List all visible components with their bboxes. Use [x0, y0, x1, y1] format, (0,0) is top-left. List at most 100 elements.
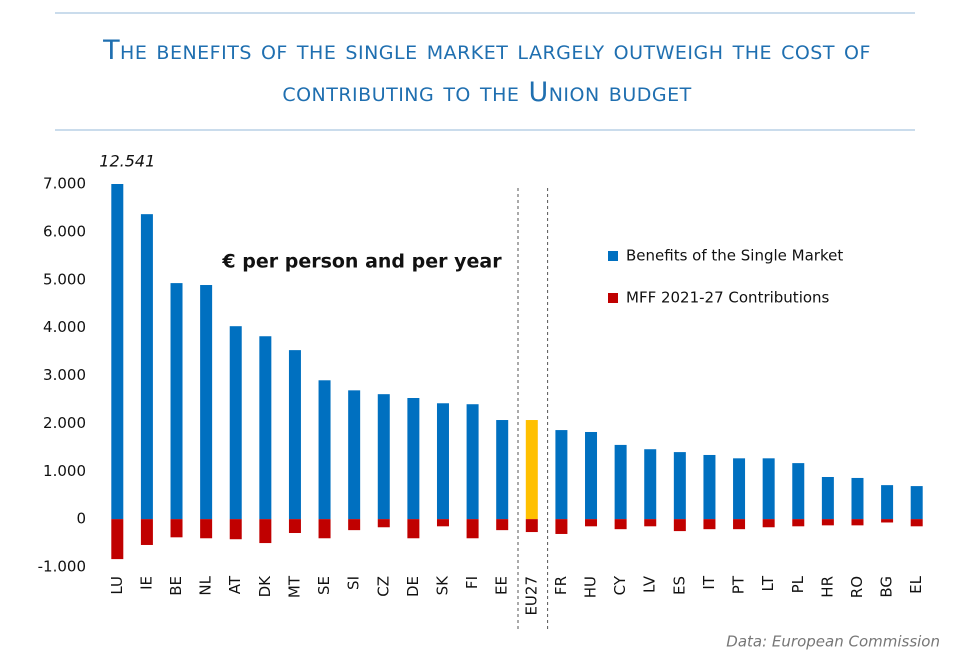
x-tick-label: RO [848, 576, 866, 598]
x-tick-label: FR [552, 576, 570, 595]
data-label: 12.541 [99, 152, 155, 171]
x-tick-label: SE [315, 576, 333, 595]
bar [259, 519, 272, 544]
x-tick-label: CY [611, 575, 629, 595]
bar [496, 420, 509, 520]
x-tick-label: ES [670, 576, 688, 595]
y-tick-label: 7.000 [43, 175, 86, 193]
bar [525, 420, 538, 520]
bar [348, 390, 361, 520]
bar [644, 449, 657, 520]
y-tick-label: 2.000 [43, 414, 86, 432]
bar [792, 463, 805, 520]
x-tick-label: DE [404, 576, 422, 597]
bar [910, 486, 923, 520]
bar [733, 519, 746, 530]
bar [259, 336, 272, 520]
bar [200, 519, 213, 539]
bar [496, 519, 509, 531]
legend-swatch [608, 293, 618, 303]
legend-swatch [608, 251, 618, 261]
bar [881, 485, 894, 520]
y-tick-label: -1.000 [38, 558, 86, 576]
bar [111, 184, 124, 520]
x-tick-label: LV [641, 575, 659, 593]
x-tick-label: DK [256, 575, 274, 598]
legend-label: MFF 2021-27 Contributions [626, 289, 830, 307]
bar [288, 519, 301, 534]
x-tick-label: EU27 [522, 576, 540, 616]
bar [910, 519, 923, 527]
x-tick-label: PL [789, 575, 807, 593]
bar [614, 444, 627, 520]
bar [229, 519, 242, 540]
bar [377, 519, 390, 528]
bar [585, 519, 598, 527]
chart-title: The benefits of the single market largel… [103, 35, 871, 108]
x-tick-label: HU [582, 576, 600, 598]
x-tick-label: SK [433, 575, 451, 596]
annotation: € per person and per year [221, 251, 502, 273]
x-tick-label: HR [818, 576, 836, 598]
bar [200, 285, 213, 520]
x-tick-label: LT [759, 575, 777, 591]
y-tick-label: 3.000 [43, 366, 86, 384]
x-tick-label: LU [108, 576, 126, 595]
x-tick-label: FI [463, 576, 481, 589]
bar [140, 519, 153, 545]
bar [821, 519, 834, 526]
bar [821, 476, 834, 520]
bar [466, 404, 479, 520]
x-tick-label: SI [345, 576, 363, 590]
bar [673, 452, 686, 520]
bar [614, 519, 627, 530]
bar [436, 403, 449, 520]
x-tick-label: EL [907, 575, 925, 593]
bar [229, 326, 242, 520]
x-tick-label: AT [226, 575, 244, 594]
bar [288, 350, 301, 520]
bar [466, 519, 479, 539]
bar [170, 283, 183, 520]
bar [555, 430, 568, 520]
bar [318, 380, 331, 520]
legend-label: Benefits of the Single Market [626, 247, 843, 265]
x-tick-label: BG [878, 576, 896, 598]
x-tick-label: IT [700, 575, 718, 589]
bar [644, 519, 657, 527]
y-tick-label: 5.000 [43, 270, 86, 288]
bar [170, 519, 183, 538]
bar [733, 458, 746, 520]
bar [407, 519, 420, 539]
bar [555, 519, 568, 534]
bar [881, 519, 894, 523]
bar [525, 519, 538, 533]
y-tick-label: 4.000 [43, 318, 86, 336]
bar [585, 431, 598, 520]
bar [140, 214, 153, 520]
bar [762, 519, 775, 528]
bar [436, 519, 449, 527]
x-tick-label: NL [197, 575, 215, 595]
plot [111, 184, 923, 560]
bar [851, 477, 864, 520]
x-tick-label: IE [137, 576, 155, 590]
bar [703, 519, 716, 530]
x-tick-label: PT [730, 575, 748, 594]
bar [318, 519, 331, 539]
x-tick-label: CZ [374, 576, 392, 597]
bar [673, 519, 686, 532]
y-tick-label: 0 [76, 510, 86, 528]
x-tick-label: MT [285, 575, 303, 598]
bar [851, 519, 864, 526]
y-tick-label: 6.000 [43, 222, 86, 240]
x-tick-label: BE [167, 576, 185, 596]
bar [762, 458, 775, 520]
bar [111, 519, 124, 560]
bar [703, 454, 716, 520]
bar [792, 519, 805, 527]
x-tick-label: EE [493, 576, 511, 595]
source: Data: European Commission [726, 633, 940, 651]
